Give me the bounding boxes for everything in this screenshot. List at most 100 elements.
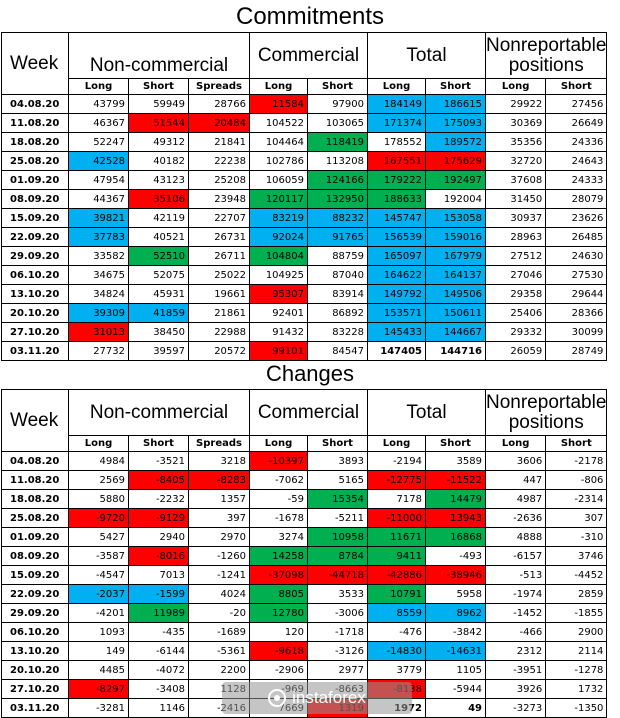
table-cell: 43799 [68, 94, 129, 114]
group-header-commercial: Commercial [249, 389, 368, 436]
table-cell: 29922 [484, 94, 547, 114]
table-cell: 92401 [249, 303, 308, 323]
table-cell: 25022 [188, 265, 250, 285]
table-cell: 12780 [249, 603, 308, 623]
table-cell: 2970 [188, 527, 250, 547]
table-cell: 27732 [68, 341, 129, 361]
table-cell: 52075 [128, 265, 189, 285]
table-cell: 22707 [188, 208, 250, 228]
table-cell: 10958 [307, 527, 368, 547]
table-row: 20.10.20 39309 41859 21861 92401 86892 153571 1… [1, 303, 608, 323]
table-row: 03.11.20 27732 39597 20572 99101 84547 147405 1… [1, 341, 608, 361]
subheader: Short [128, 435, 189, 452]
table-cell: -4547 [68, 565, 129, 585]
table-cell: -14631 [425, 641, 486, 661]
table-cell: 10791 [367, 584, 426, 604]
table-cell: 4987 [484, 489, 547, 509]
table-cell: 23948 [188, 189, 250, 209]
table-cell: 3589 [425, 451, 486, 471]
table-cell: 2312 [484, 641, 547, 661]
subheader-row: Long Short Spreads Long Short Long Short… [2, 78, 608, 95]
table-cell: -2232 [128, 489, 189, 509]
table-row: 06.10.20 34675 52075 25022 104925 87040 164622… [1, 265, 608, 285]
watermark: instaforex [222, 682, 412, 714]
table-cell: 165097 [367, 246, 426, 266]
table-cell: 38450 [128, 322, 189, 342]
row-date: 11.08.20 [1, 470, 69, 490]
table-cell: 145433 [367, 322, 426, 342]
subheader: Long [249, 435, 308, 452]
table-row: 01.09.20 47954 43123 25208 106059 124166 17922… [1, 170, 608, 190]
table-cell: -1278 [545, 660, 608, 680]
subheader: Short [425, 78, 486, 95]
table-cell: 26485 [545, 227, 608, 247]
group-header-non-commercial: Non-commercial [68, 32, 250, 79]
subheader: Spreads [188, 78, 250, 95]
changes-title: Changes [265, 361, 355, 386]
row-date: 22.09.20 [1, 584, 69, 604]
table-cell: 2900 [545, 622, 608, 642]
table-cell: -12775 [367, 470, 426, 490]
subheader: Short [307, 435, 368, 452]
table-cell: -493 [425, 546, 486, 566]
table-cell: 5958 [425, 584, 486, 604]
table-cell: -38946 [425, 565, 486, 585]
table-cell: -8297 [68, 679, 129, 699]
table-cell: 1357 [188, 489, 250, 509]
table-row: 13.10.20 34824 45931 19661 95307 83914 149792 1… [1, 284, 608, 304]
table-cell: 8559 [367, 603, 426, 623]
table-cell: 1093 [68, 622, 129, 642]
table-cell: 28079 [545, 189, 608, 209]
table-cell: -1678 [249, 508, 308, 528]
row-date: 03.11.20 [1, 698, 69, 718]
table-cell: -4452 [545, 565, 608, 585]
table-cell: 39597 [128, 341, 189, 361]
row-date: 13.10.20 [1, 284, 69, 304]
table-cell: 30369 [484, 113, 547, 133]
row-date: 27.10.20 [1, 322, 69, 342]
table-cell: 30099 [545, 322, 608, 342]
table-cell: 29358 [484, 284, 547, 304]
subheader: Long [249, 78, 308, 95]
table-cell: 42528 [68, 151, 129, 171]
table-cell: 5880 [68, 489, 129, 509]
table-cell: 51544 [128, 113, 189, 133]
table-cell: 29332 [484, 322, 547, 342]
table-cell: 144667 [425, 322, 486, 342]
table-row: 22.09.20 37783 40521 26731 92024 91765 156539 1… [1, 227, 608, 247]
instaforex-logo-icon [268, 689, 287, 707]
table-cell: 3533 [307, 584, 368, 604]
table-cell: 175093 [425, 113, 486, 133]
table-cell: -476 [367, 622, 426, 642]
table-cell: 92024 [249, 227, 308, 247]
table-cell: 28366 [545, 303, 608, 323]
table-cell: 7178 [367, 489, 426, 509]
table-cell: 2200 [188, 660, 250, 680]
table-cell: 25406 [484, 303, 547, 323]
table-cell: 40182 [128, 151, 189, 171]
table-cell: 20484 [188, 113, 250, 133]
table-cell: -14830 [367, 641, 426, 661]
table-cell: 37783 [68, 227, 129, 247]
table-cell: 37608 [484, 170, 547, 190]
table-cell: 167979 [425, 246, 486, 266]
table-cell: 83228 [307, 322, 368, 342]
table-cell: 120 [249, 622, 308, 642]
table-cell: 9411 [367, 546, 426, 566]
table-cell: -10397 [249, 451, 308, 471]
table-cell: 447 [484, 470, 547, 490]
table-row: 11.08.20 46367 51544 20484 104522 103065 17137… [1, 113, 608, 133]
table-cell: 8784 [307, 546, 368, 566]
table-cell: 24333 [545, 170, 608, 190]
table-row: 29.09.20 33582 52510 26711 104804 88759 165097… [1, 246, 608, 266]
subheader: Short [545, 435, 608, 452]
table-cell: 26649 [545, 113, 608, 133]
table-cell: 95307 [249, 284, 308, 304]
table-cell: 3606 [484, 451, 547, 471]
table-cell: 97900 [307, 94, 368, 114]
row-date: 25.08.20 [1, 508, 69, 528]
table-cell: 23626 [545, 208, 608, 228]
table-row: 27.10.20 31013 38450 22988 91432 83228 145433 1… [1, 322, 608, 342]
table-row: 25.08.20 -9720 -9129 397 -1678 -5211 -11000 139… [1, 508, 608, 528]
table-cell: 7013 [128, 565, 189, 585]
